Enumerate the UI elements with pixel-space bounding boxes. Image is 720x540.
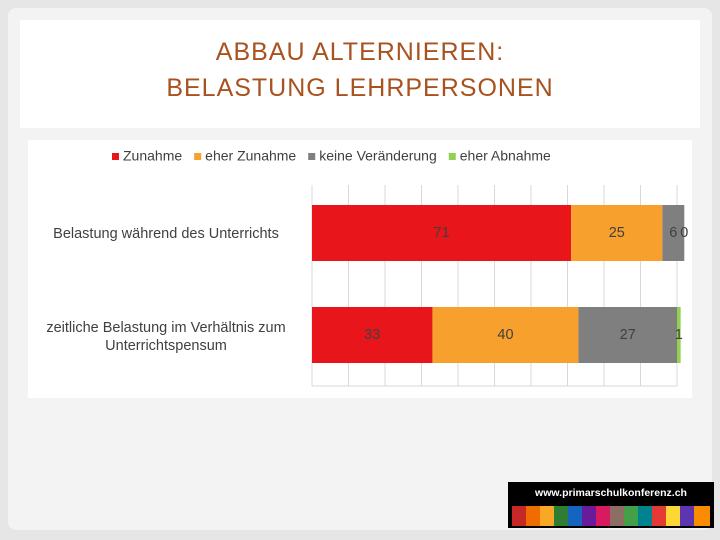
pencils <box>512 506 710 526</box>
legend-label: eher Zunahme <box>205 148 296 164</box>
bar-segment <box>662 205 685 261</box>
legend-swatch <box>112 153 119 160</box>
category-label: Belastung während des Unterrichts <box>53 226 279 242</box>
legend-swatch <box>448 153 456 160</box>
title-line: BELASTUNG LEHRPERSONEN <box>166 74 554 102</box>
logo-text: www.primarschulkonferenz.ch <box>535 487 687 499</box>
logo-pencils <box>512 506 710 526</box>
logo: www.primarschulkonferenz.ch <box>508 482 714 528</box>
bar-segment <box>312 205 572 261</box>
data-label: 40 <box>497 327 513 343</box>
title-line: ABBAU ALTERNIEREN: <box>215 38 505 66</box>
bar-segment <box>432 307 579 363</box>
data-label: 6 <box>669 225 677 241</box>
category-label: zeitliche Belastung im Verhältnis zum Un… <box>46 320 286 354</box>
bar-segment <box>578 307 677 363</box>
bar-segment <box>571 205 663 261</box>
title-box: ABBAU ALTERNIEREN: BELASTUNG LEHRPERSONE… <box>20 20 700 128</box>
legend-swatch <box>308 153 316 160</box>
data-label: 25 <box>609 225 625 241</box>
data-label: 71 <box>434 225 450 241</box>
bar-segment <box>677 307 681 363</box>
bar-segment <box>312 307 433 363</box>
data-label: 1 <box>675 327 683 343</box>
legend-label: Zunahme <box>123 148 182 164</box>
legend-label: eher Abnahme <box>460 148 551 164</box>
legend-label: keine Veränderung <box>319 148 437 164</box>
data-label: 0 <box>680 225 688 241</box>
legend-swatch <box>194 153 202 160</box>
data-label: 27 <box>620 327 636 343</box>
data-label: 33 <box>364 327 380 343</box>
